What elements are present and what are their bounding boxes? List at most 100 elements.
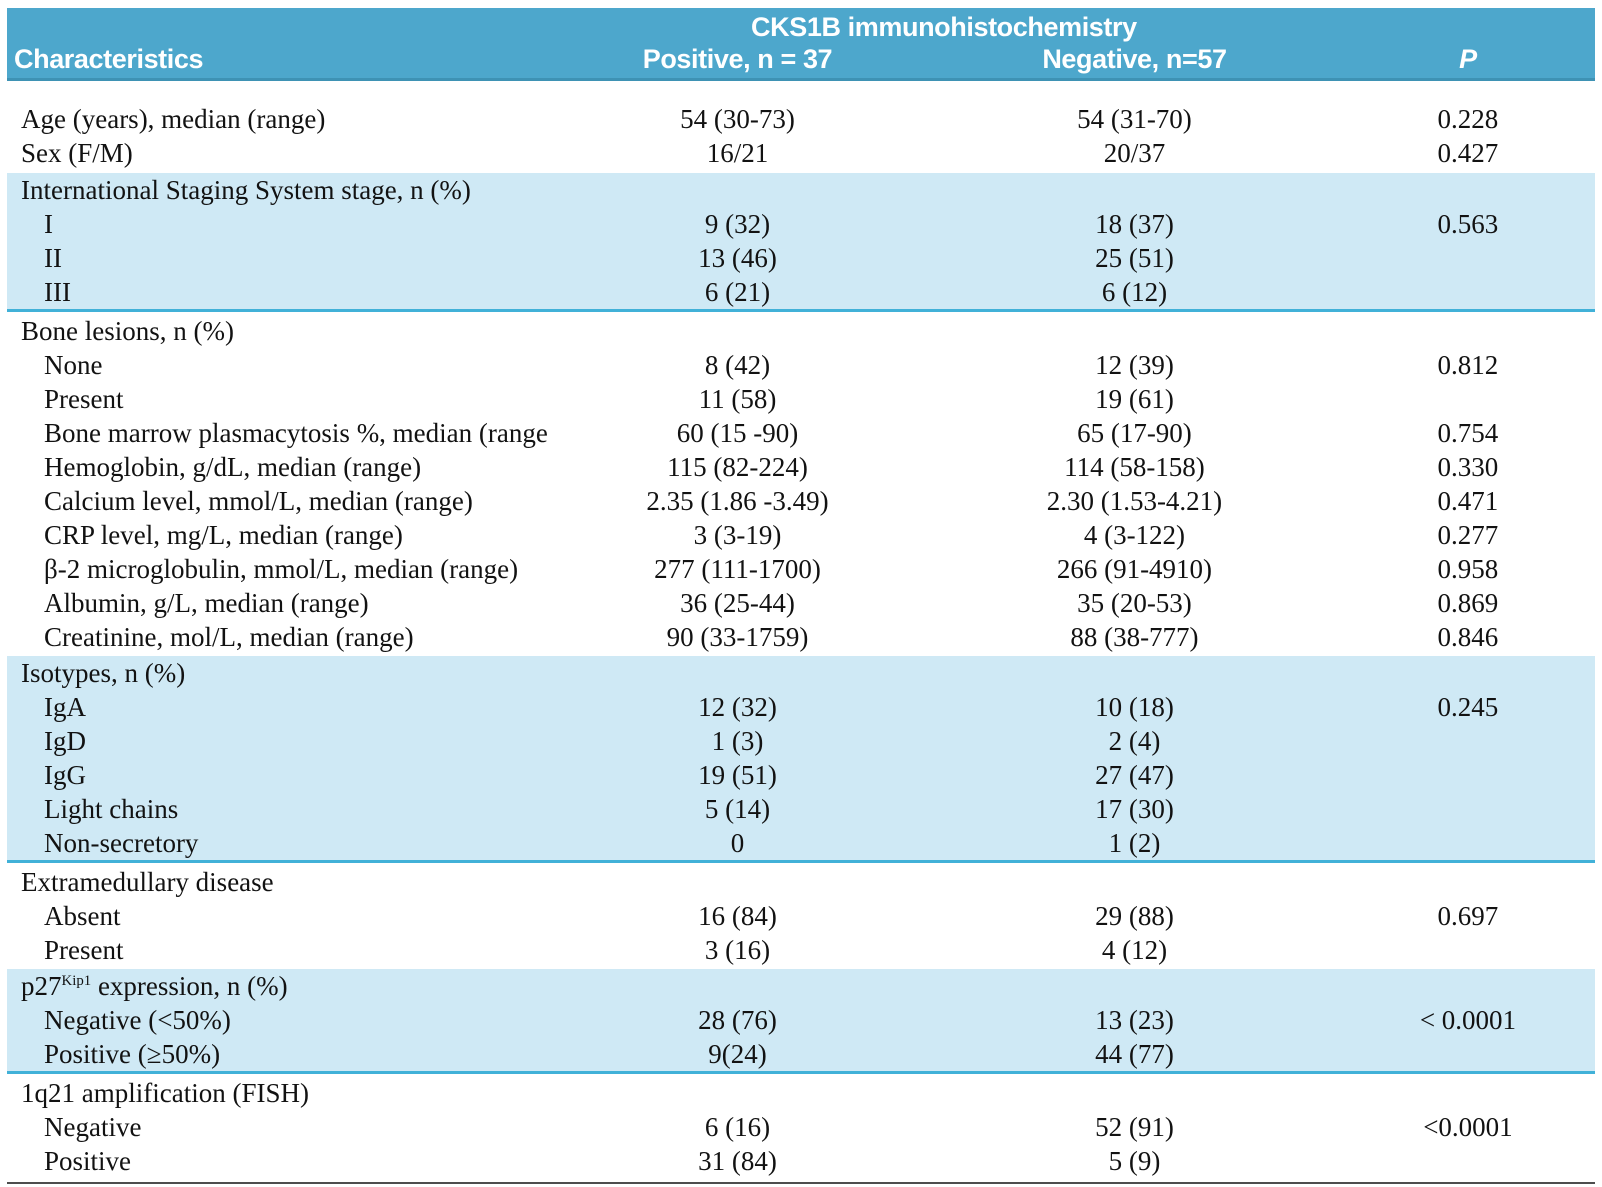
table-row: IgD 1 (3) 2 (4) <box>7 724 1595 758</box>
negative-value: 88 (38-777) <box>1070 622 1199 652</box>
negative-value: 12 (39) <box>1095 350 1174 380</box>
characteristic-label: IgG <box>44 760 86 790</box>
negative-value: 114 (58-158) <box>1064 452 1205 482</box>
section-1: International Staging System stage, n (%… <box>7 173 1595 312</box>
positive-value: 28 (76) <box>698 1005 777 1035</box>
characteristic-label: Hemoglobin, g/dL, median (range) <box>44 452 422 482</box>
negative-value: 44 (77) <box>1095 1039 1174 1069</box>
table-row: Positive 31 (84) 5 (9) <box>7 1144 1595 1178</box>
characteristic-label: None <box>44 350 103 380</box>
p-value: <0.0001 <box>1423 1112 1513 1142</box>
positive-value: 16/21 <box>706 138 769 168</box>
negative-value: 5 (9) <box>1108 1146 1161 1176</box>
section-2: Bone lesions, n (%) None 8 (42) 12 (39) 0.81… <box>7 312 1595 656</box>
p-value: 0.754 <box>1437 418 1499 448</box>
negative-value: 25 (51) <box>1095 243 1174 273</box>
positive-value: 60 (15 -90) <box>676 418 799 448</box>
p-value: 0.471 <box>1437 486 1499 516</box>
table-row: IgG 19 (51) 27 (47) <box>7 758 1595 792</box>
column-header-characteristics: Characteristics <box>14 44 204 74</box>
p-value <box>1341 173 1595 207</box>
positive-value: 19 (51) <box>698 760 777 790</box>
characteristic-label: Creatinine, mol/L, median (range) <box>44 622 414 652</box>
negative-value: 2.30 (1.53-4.21) <box>1046 486 1223 516</box>
positive-value <box>547 1076 928 1110</box>
characteristic-label: CRP level, mg/L, median (range) <box>44 520 403 550</box>
negative-value: 35 (20-53) <box>1077 588 1192 618</box>
table-row: CRP level, mg/L, median (range) 3 (3-19) 4… <box>7 518 1595 552</box>
characteristic-label: Sex (F/M) <box>21 138 133 168</box>
p-value <box>1341 382 1595 416</box>
table-row: Isotypes, n (%) <box>7 656 1595 690</box>
table-row: Bone lesions, n (%) <box>7 314 1595 348</box>
negative-value: 266 (91-4910) <box>1056 554 1213 584</box>
p-value: 0.812 <box>1437 350 1499 380</box>
p-value: 0.277 <box>1437 520 1499 550</box>
p-value <box>1341 933 1595 967</box>
p-value <box>1341 758 1595 792</box>
positive-value: 5 (14) <box>704 794 771 824</box>
table-row: Hemoglobin, g/dL, median (range) 115 (82-… <box>7 450 1595 484</box>
column-header-positive: Positive, n = 37 <box>642 44 833 74</box>
table-row: Creatinine, mol/L, median (range) 90 (33-… <box>7 620 1595 654</box>
positive-value: 16 (84) <box>698 901 777 931</box>
positive-value: 90 (33-1759) <box>666 622 809 652</box>
negative-value <box>928 969 1341 1003</box>
positive-value: 8 (42) <box>704 350 771 380</box>
positive-value: 11 (58) <box>698 384 777 414</box>
characteristic-label: Non-secretory <box>44 828 199 858</box>
characteristic-label: Positive (≥50%) <box>44 1039 221 1069</box>
characteristic-label: Extramedullary disease <box>21 867 274 897</box>
table-row: Absent 16 (84) 29 (88) 0.697 <box>7 899 1595 933</box>
negative-value: 6 (12) <box>1101 277 1168 307</box>
section-0: Age (years), median (range) 54 (30-73) 54 … <box>7 81 1595 173</box>
negative-value <box>928 314 1341 348</box>
table-body: Age (years), median (range) 54 (30-73) 54 … <box>7 81 1595 1180</box>
negative-value: 20/37 <box>1103 138 1166 168</box>
p-value: 0.846 <box>1437 622 1499 652</box>
positive-value <box>547 173 928 207</box>
negative-value: 2 (4) <box>1108 726 1161 756</box>
table-row: Age (years), median (range) 54 (30-73) 54 … <box>7 102 1595 136</box>
characteristic-label: IgA <box>44 692 86 722</box>
positive-value: 6 (21) <box>704 277 771 307</box>
p-value: 0.245 <box>1437 692 1499 722</box>
column-header-p-value: P <box>1459 44 1477 74</box>
positive-value <box>547 865 928 899</box>
positive-value: 3 (3-19) <box>693 520 782 550</box>
group-header-cks1b: CKS1B immunohistochemistry <box>751 12 1137 42</box>
positive-value: 0 <box>730 828 745 858</box>
table-row: IgA 12 (32) 10 (18) 0.245 <box>7 690 1595 724</box>
negative-value: 29 (88) <box>1095 901 1174 931</box>
p-value <box>1341 1037 1595 1071</box>
table-row: Negative 6 (16) 52 (91) <0.0001 <box>7 1110 1595 1144</box>
p-value <box>1341 656 1595 690</box>
characteristic-label: Present <box>44 384 124 414</box>
p-value <box>1341 1144 1595 1178</box>
positive-value: 54 (30-73) <box>680 104 795 134</box>
characteristic-label: 1q21 amplification (FISH) <box>21 1078 309 1108</box>
table-row: Non-secretory 0 1 (2) <box>7 826 1595 860</box>
table-row: Light chains 5 (14) 17 (30) <box>7 792 1595 826</box>
characteristic-label: Positive <box>44 1146 132 1176</box>
table-row: II 13 (46) 25 (51) <box>7 241 1595 275</box>
p-value: 0.427 <box>1437 138 1499 168</box>
positive-value: 12 (32) <box>698 692 777 722</box>
negative-value: 18 (37) <box>1095 209 1174 239</box>
section-6: 1q21 amplification (FISH) Negative 6 (16) 5… <box>7 1074 1595 1180</box>
p-value: 0.958 <box>1437 554 1499 584</box>
table-row: III 6 (21) 6 (12) <box>7 275 1595 309</box>
positive-value: 3 (16) <box>704 935 771 965</box>
table-header: CKS1B immunohistochemistry Characteristi… <box>7 8 1595 81</box>
characteristic-label: International Staging System stage, n (%… <box>21 175 471 205</box>
p-value: 0.869 <box>1437 588 1499 618</box>
table-row: p27Kip1 expression, n (%) <box>7 969 1595 1003</box>
negative-value: 19 (61) <box>1095 384 1174 414</box>
characteristic-label: II <box>44 243 62 273</box>
p-value: 0.330 <box>1437 452 1499 482</box>
table-row: International Staging System stage, n (%… <box>7 173 1595 207</box>
negative-value: 1 (2) <box>1108 828 1161 858</box>
negative-value: 4 (12) <box>1101 935 1168 965</box>
negative-value: 52 (91) <box>1095 1112 1174 1142</box>
